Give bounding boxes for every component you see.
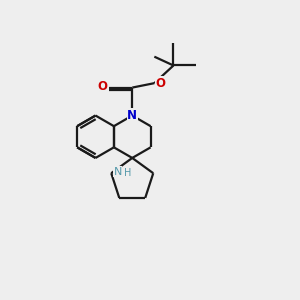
Text: O: O (97, 80, 107, 93)
Text: H: H (124, 168, 131, 178)
Text: O: O (156, 77, 166, 90)
Text: N: N (127, 109, 137, 122)
Text: N: N (113, 167, 122, 177)
